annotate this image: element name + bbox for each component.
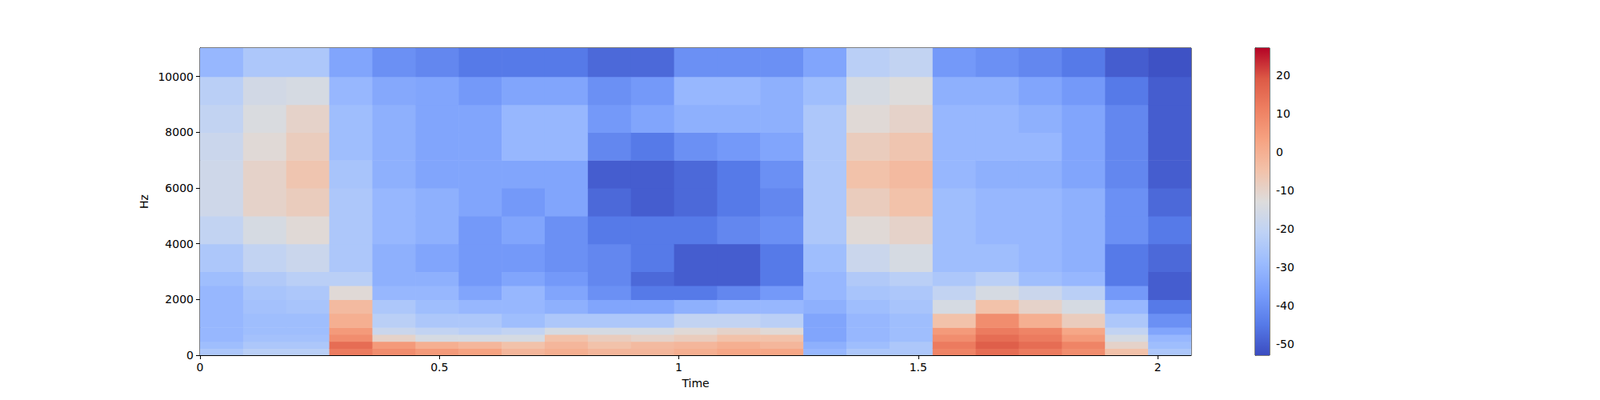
svg-text:Time: Time (680, 376, 709, 390)
svg-text:1.5: 1.5 (909, 360, 928, 374)
svg-text:-20: -20 (1276, 222, 1295, 236)
svg-text:-50: -50 (1276, 337, 1295, 351)
svg-text:2000: 2000 (164, 292, 194, 306)
svg-text:-10: -10 (1276, 184, 1295, 197)
svg-text:6000: 6000 (164, 181, 194, 195)
svg-text:20: 20 (1276, 68, 1291, 82)
svg-text:2: 2 (1154, 360, 1162, 374)
svg-text:0: 0 (186, 348, 194, 362)
svg-text:1: 1 (675, 360, 683, 374)
svg-text:-30: -30 (1276, 260, 1295, 274)
svg-text:0: 0 (1276, 145, 1284, 159)
svg-text:0.5: 0.5 (430, 360, 448, 374)
svg-text:Hz: Hz (137, 194, 151, 209)
svg-text:10: 10 (1276, 107, 1291, 120)
svg-text:-40: -40 (1276, 299, 1295, 312)
svg-text:10000: 10000 (157, 70, 194, 84)
svg-text:4000: 4000 (164, 237, 194, 251)
svg-text:8000: 8000 (164, 125, 194, 139)
svg-text:0: 0 (196, 360, 204, 374)
